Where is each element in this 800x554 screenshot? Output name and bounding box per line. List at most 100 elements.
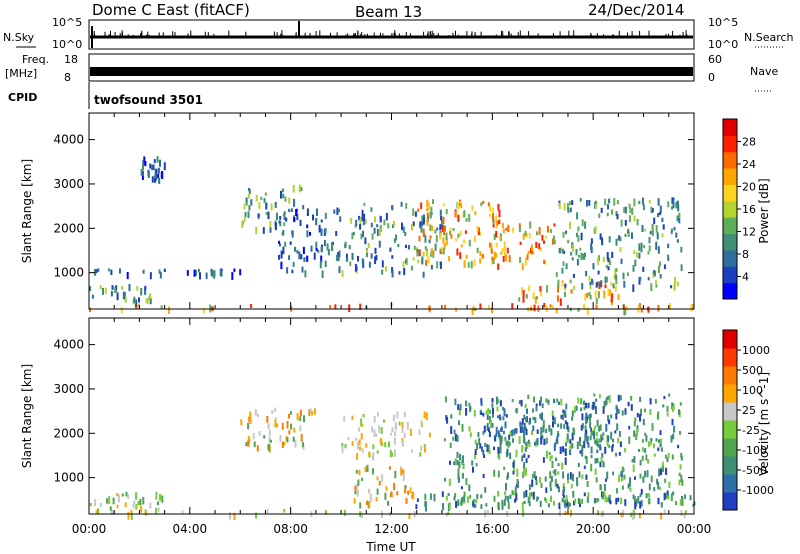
echo-cell	[670, 493, 673, 502]
echo-cell	[450, 234, 453, 239]
echo-cell	[505, 254, 508, 262]
echo-cell	[458, 461, 461, 469]
echo-cell	[600, 434, 603, 443]
echo-cell	[624, 499, 627, 506]
echo-cell	[528, 500, 531, 507]
echo-cell	[564, 420, 567, 425]
echo-cell	[613, 197, 616, 206]
echo-cell	[465, 254, 468, 259]
echo-cell	[597, 291, 600, 299]
echo-cell	[268, 429, 271, 436]
echo-cell	[643, 245, 646, 249]
echo-cell	[361, 216, 364, 222]
echo-cell	[239, 269, 242, 276]
echo-cell	[396, 411, 399, 419]
echo-cell	[607, 257, 610, 263]
echo-cell	[653, 217, 656, 225]
echo-cell	[199, 272, 201, 280]
echo-cell	[356, 441, 359, 450]
echo-cell	[168, 306, 171, 314]
echo-cell	[495, 215, 498, 223]
echo-cell	[293, 198, 296, 207]
echo-cell	[610, 431, 613, 440]
echo-cell	[670, 435, 673, 443]
echo-cell	[338, 208, 340, 213]
echo-cell	[337, 255, 340, 261]
echo-cell	[145, 511, 147, 516]
echo-cell	[543, 438, 546, 446]
echo-cell	[617, 294, 620, 301]
echo-cell	[263, 435, 266, 439]
echo-cell	[490, 243, 493, 251]
echo-cell	[676, 281, 679, 287]
echo-cell	[506, 448, 509, 456]
echo-cell	[507, 440, 510, 448]
echo-cell	[478, 438, 481, 445]
echo-cell	[479, 258, 482, 264]
echo-cell	[455, 210, 458, 218]
echo-cell	[667, 452, 670, 458]
echo-cell	[587, 492, 590, 498]
echo-cell	[285, 217, 288, 222]
echo-cell	[120, 306, 123, 314]
echo-cell	[588, 199, 591, 206]
echo-cell	[89, 307, 91, 313]
echo-cell	[647, 306, 650, 313]
echo-cell	[584, 433, 587, 442]
echo-cell	[455, 501, 458, 508]
date-title: 24/Dec/2014	[588, 1, 684, 19]
echo-cell	[412, 493, 415, 500]
echo-cell	[269, 439, 272, 443]
echo-cell	[533, 441, 536, 446]
echo-cell	[329, 305, 332, 309]
y-tick-label: 4000	[53, 338, 84, 352]
echo-cell	[639, 396, 642, 402]
echo-cell	[441, 224, 444, 233]
colorbar-segment	[723, 384, 737, 403]
echo-cell	[652, 271, 655, 279]
echo-cell	[650, 206, 653, 212]
echo-cell	[210, 269, 213, 273]
echo-cell	[558, 502, 561, 509]
echo-cell	[675, 232, 678, 238]
echo-cell	[518, 223, 521, 227]
echo-cell	[584, 221, 587, 229]
echo-cell	[440, 216, 443, 221]
echo-cell	[473, 259, 476, 267]
echo-cell	[145, 298, 148, 303]
echo-cell	[477, 432, 480, 438]
echo-cell	[595, 437, 598, 442]
echo-cell	[604, 276, 607, 284]
echo-cell	[479, 303, 482, 309]
echo-cell	[567, 480, 570, 484]
echo-cell	[422, 251, 425, 256]
echo-cell	[623, 207, 626, 213]
echo-cell	[581, 219, 584, 227]
echo-cell	[400, 201, 403, 207]
echo-cell	[447, 492, 450, 496]
echo-cell	[344, 444, 347, 449]
echo-cell	[606, 440, 609, 447]
echo-cell	[614, 285, 617, 293]
nsky-tick-low: 10^0	[52, 38, 82, 51]
echo-cell	[443, 227, 446, 236]
echo-cell	[233, 268, 236, 272]
echo-cell	[634, 501, 637, 510]
echo-cell	[612, 438, 615, 443]
echo-cell	[590, 238, 593, 244]
echo-cell	[374, 216, 376, 223]
echo-cell	[487, 445, 490, 450]
echo-cell	[553, 398, 555, 404]
echo-cell	[378, 480, 381, 486]
echo-cell	[589, 294, 592, 300]
echo-cell	[263, 197, 266, 203]
echo-cell	[594, 439, 597, 444]
echo-cell	[335, 231, 338, 236]
y-tick-label: 4000	[53, 133, 84, 147]
echo-cell	[488, 427, 490, 433]
echo-cell	[424, 493, 427, 500]
echo-cell	[480, 411, 483, 415]
echo-cell	[99, 285, 102, 290]
echo-cell	[497, 203, 500, 211]
echo-cell	[628, 426, 631, 430]
